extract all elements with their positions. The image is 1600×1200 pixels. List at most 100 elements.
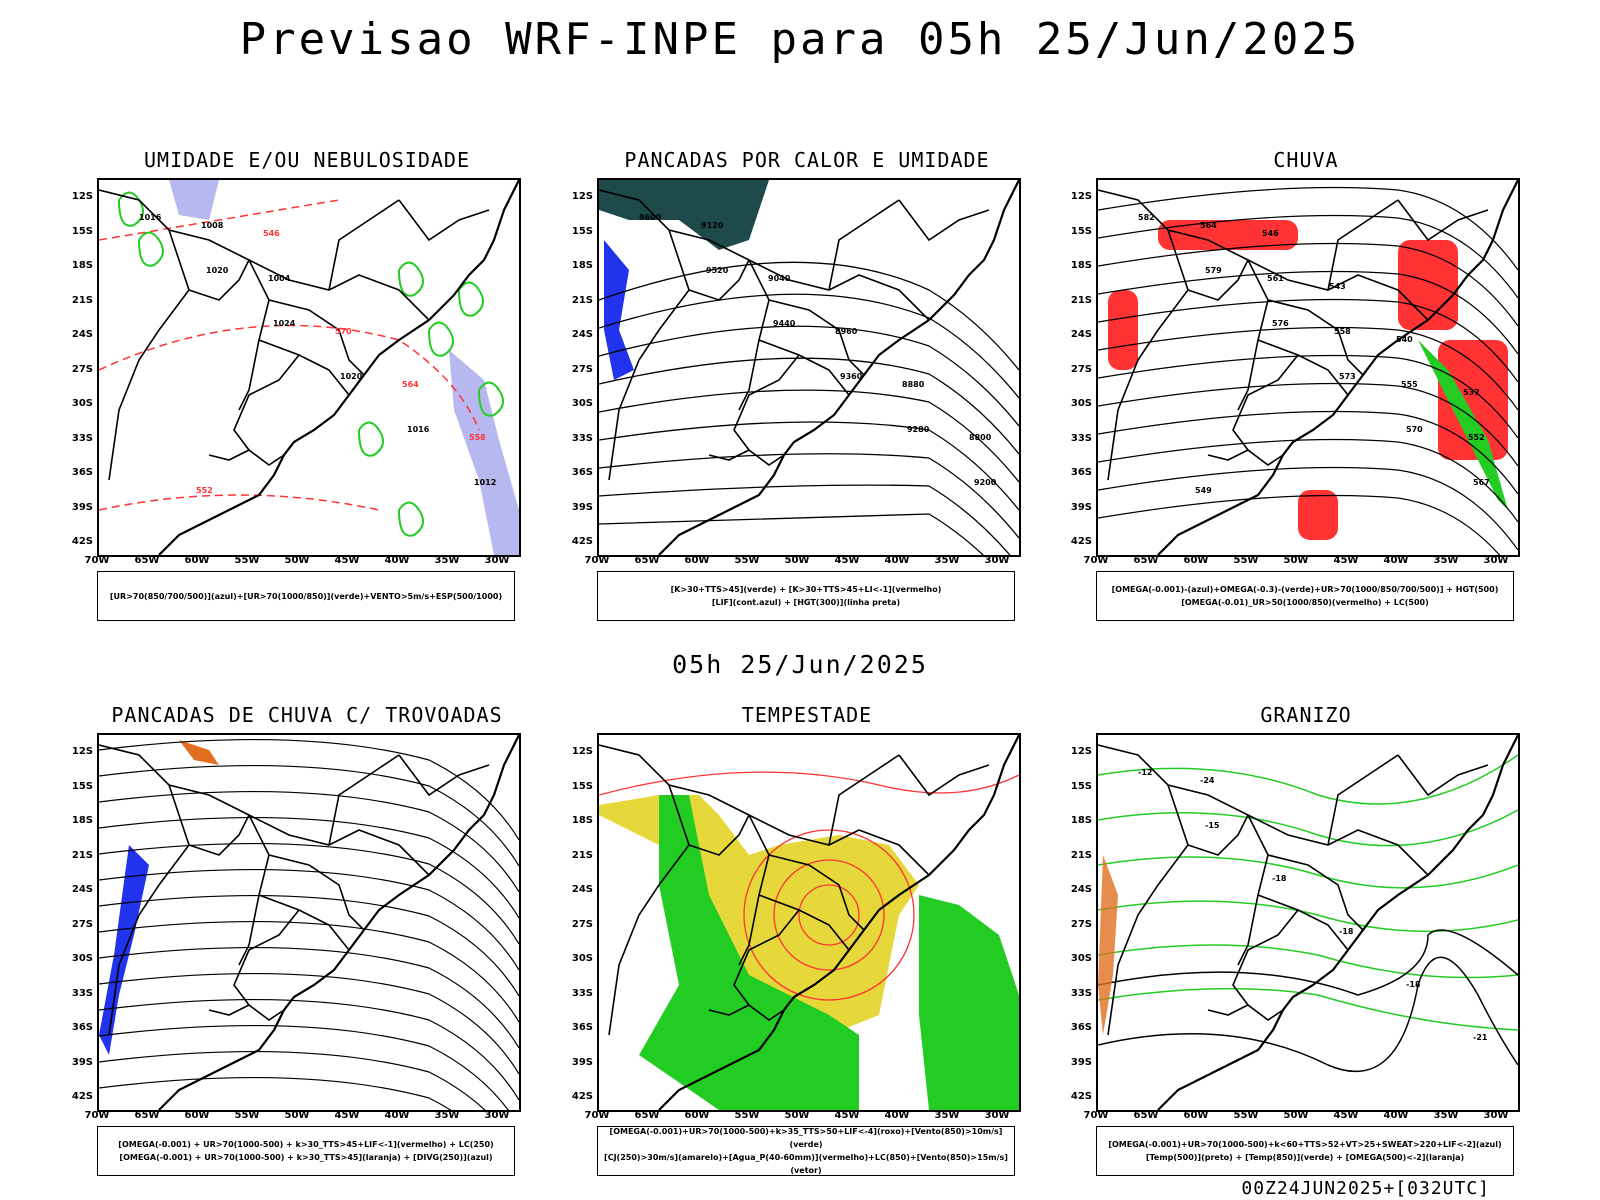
latitude-label: 36S [1070,1022,1092,1033]
legend-text: [OMEGA(-0.01)_UR>50(1000/850)(vermelho) … [1181,598,1429,607]
rain-area [1398,240,1458,330]
latitude-label: 36S [571,467,593,478]
temperature-850-contour [1098,987,1518,1031]
border-line [1232,354,1299,466]
weather-map [97,733,521,1112]
contour-label: 1024 [273,319,296,328]
latitude-label: 15S [571,225,593,237]
longitude-label: 45W [834,1110,860,1121]
border-line [208,1004,250,1016]
latitude-label: 42S [1070,1091,1092,1102]
temperature-850-contour [1098,944,1518,979]
border-line [1257,339,1349,396]
legend-text: [UR>70(850/700/500)](azul)+[UR>70(1000/8… [109,591,503,601]
border-line [1267,299,1364,376]
latitude-label: 39S [71,1056,93,1068]
latitude-label: 18S [1070,260,1092,271]
longitude-label: 60W [184,1110,210,1121]
legend-box: [OMEGA(-0.001)+UR>70(1000-500)+k<60+TTS>… [1096,1126,1514,1176]
contour-label: 1020 [340,372,363,381]
latitude-label: 30S [1070,953,1092,964]
height-contour [1098,270,1518,355]
latitude-label: 27S [1070,918,1092,930]
contour-label: -18 [1406,980,1421,989]
latitude-label: 33S [71,987,93,999]
border-line [208,449,250,461]
longitude-label: 70W [1083,555,1109,566]
longitude-label: 30W [484,555,510,566]
border-line [828,754,900,846]
streamline [99,1050,486,1110]
height-contour [599,421,1019,511]
contour-label: 1020 [206,266,229,275]
latitude-label: 33S [1070,432,1092,444]
longitude-label: 55W [734,1110,760,1121]
humidity-area [169,180,219,220]
longitude-label: 55W [1233,1110,1259,1121]
thickness-contour [99,324,480,431]
border-line [1187,814,1249,856]
latitude-label: 39S [1070,501,1092,513]
border-line [708,1004,750,1016]
temperature-500-contour [1098,929,1518,996]
latitude-label: 30S [71,953,93,964]
longitude-label: 35W [434,1110,460,1121]
border-line [608,229,690,481]
latitude-label: 18S [1070,815,1092,826]
legend-box: [UR>70(850/700/500)](azul)+[UR>70(1000/8… [97,571,515,621]
longitude-label: 30W [484,1110,510,1121]
latitude-label: 39S [571,1056,593,1068]
height-contour [1098,298,1518,383]
pressure-contour [773,859,885,971]
instability-area [599,180,769,250]
longitude-label: 50W [284,555,310,566]
height-contour [599,513,985,555]
longitude-label: 50W [784,555,810,566]
latitude-label: 18S [571,260,593,271]
rain-area [1158,220,1298,250]
streamline [99,998,519,1101]
contour-label: 567 [1473,478,1490,487]
latitude-label: 18S [71,815,93,826]
temperature-850-contour [1098,754,1518,805]
latitude-label: 33S [571,432,593,444]
contour-label: 1012 [474,478,496,487]
longitude-label: 40W [1383,1110,1409,1121]
contour-label: 564 [402,380,419,389]
latitude-label: 24S [1070,884,1092,895]
longitude-label: 50W [784,1110,810,1121]
border-line [233,354,300,466]
longitude-label: 45W [834,555,860,566]
contour-label: 576 [1272,319,1289,328]
border-line [1327,754,1399,846]
legend-text: [OMEGA(-0.001) + UR>70(1000-500) + k>30_… [119,1153,493,1162]
contour-label: 579 [1205,266,1222,275]
longitude-label: 45W [334,1110,360,1121]
legend-text: [K>30+TTS>45](verde) + [K>30+TTS>45+LI<-… [670,585,942,594]
border-line [188,259,250,301]
latitude-label: 42S [71,1091,93,1102]
longitude-label: 55W [734,555,760,566]
latitude-label: 24S [571,329,593,340]
height-contour [1098,466,1518,551]
rain-area [1438,340,1508,460]
longitude-label: 30W [984,1110,1010,1121]
border-line [733,354,800,466]
height-contour [599,261,1019,371]
legend-text: [Temp(500)](preto) + [Temp(850)](verde) … [1145,1153,1465,1162]
latitude-label: 33S [1070,987,1092,999]
latitude-label: 21S [71,294,93,306]
streamline [99,816,519,919]
latitude-label: 36S [1070,467,1092,478]
latitude-label: 42S [71,536,93,547]
border-line [1247,814,1429,876]
border-line [398,754,490,797]
streamline [99,738,519,841]
panel-title: PANCADAS POR CALOR E UMIDADE [624,148,990,172]
border-line [248,259,430,321]
run-timestamp: 00Z24JUN2025+[032UTC] [1241,1178,1490,1199]
longitude-label: 35W [934,555,960,566]
border-line [748,259,930,321]
temperature-500-contour [1098,956,1518,1073]
contour-label: -15 [1205,821,1220,830]
